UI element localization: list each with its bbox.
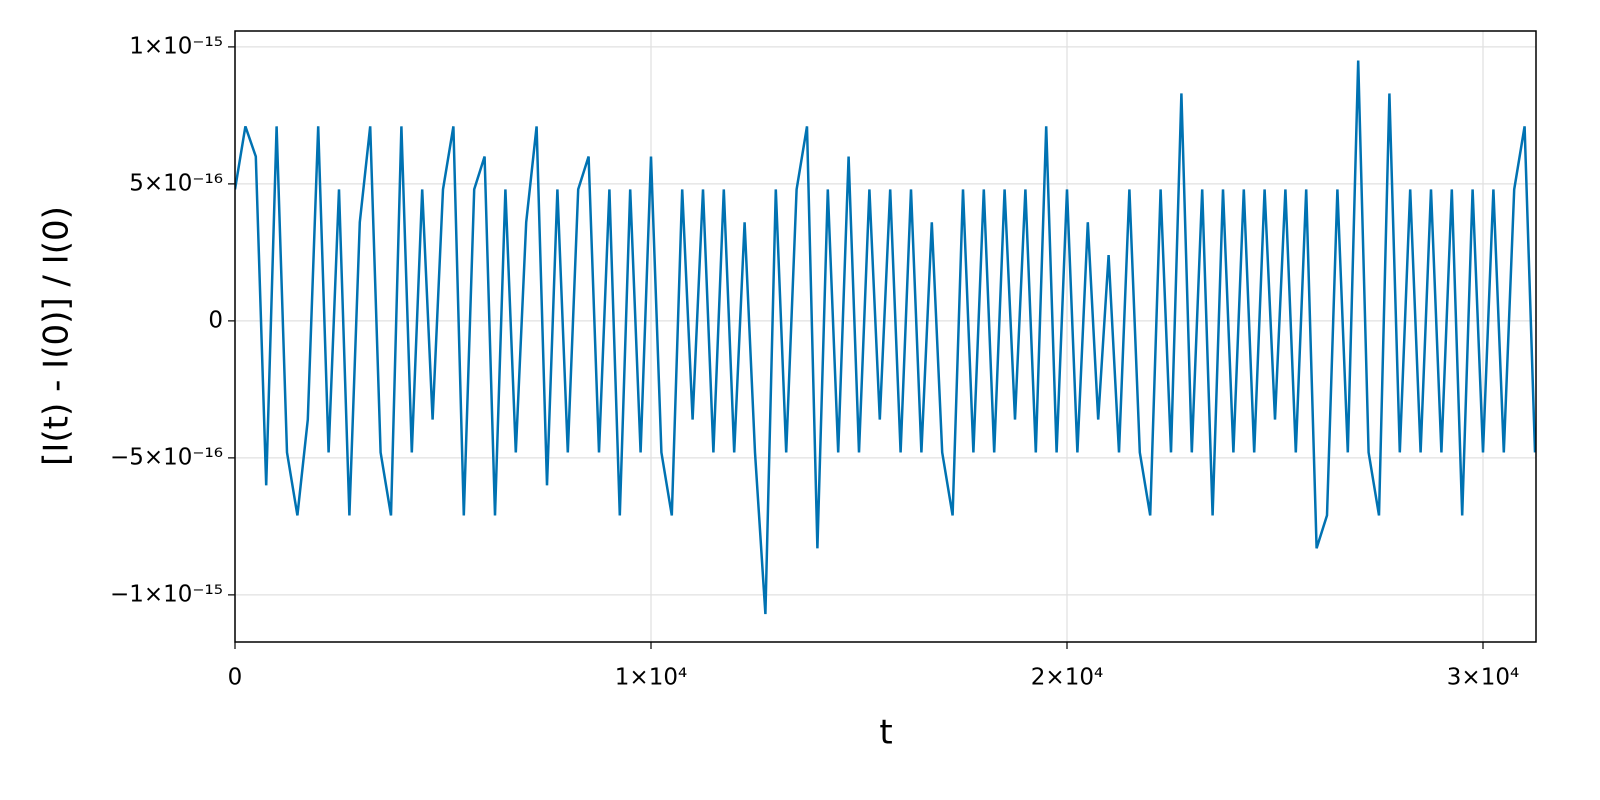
x-tick-label: 2×10⁴ [1031, 665, 1103, 691]
y-tick-label: 0 [208, 307, 223, 333]
x-axis-title: t [879, 713, 892, 753]
y-tick-label: −5×10⁻¹⁶ [110, 444, 223, 470]
x-tick-label: 1×10⁴ [615, 665, 687, 691]
data-line [235, 60, 1536, 615]
x-tick-label: 0 [228, 665, 243, 691]
plot-frame [234, 30, 1537, 643]
y-tick-label: 5×10⁻¹⁶ [129, 170, 223, 196]
y-tick-label: 1×10⁻¹⁵ [129, 33, 223, 59]
x-tick-label: 3×10⁴ [1447, 665, 1519, 691]
y-tick-label: −1×10⁻¹⁵ [110, 581, 223, 607]
y-axis-title: [I(t) - I(0)] / I(0) [37, 206, 77, 466]
